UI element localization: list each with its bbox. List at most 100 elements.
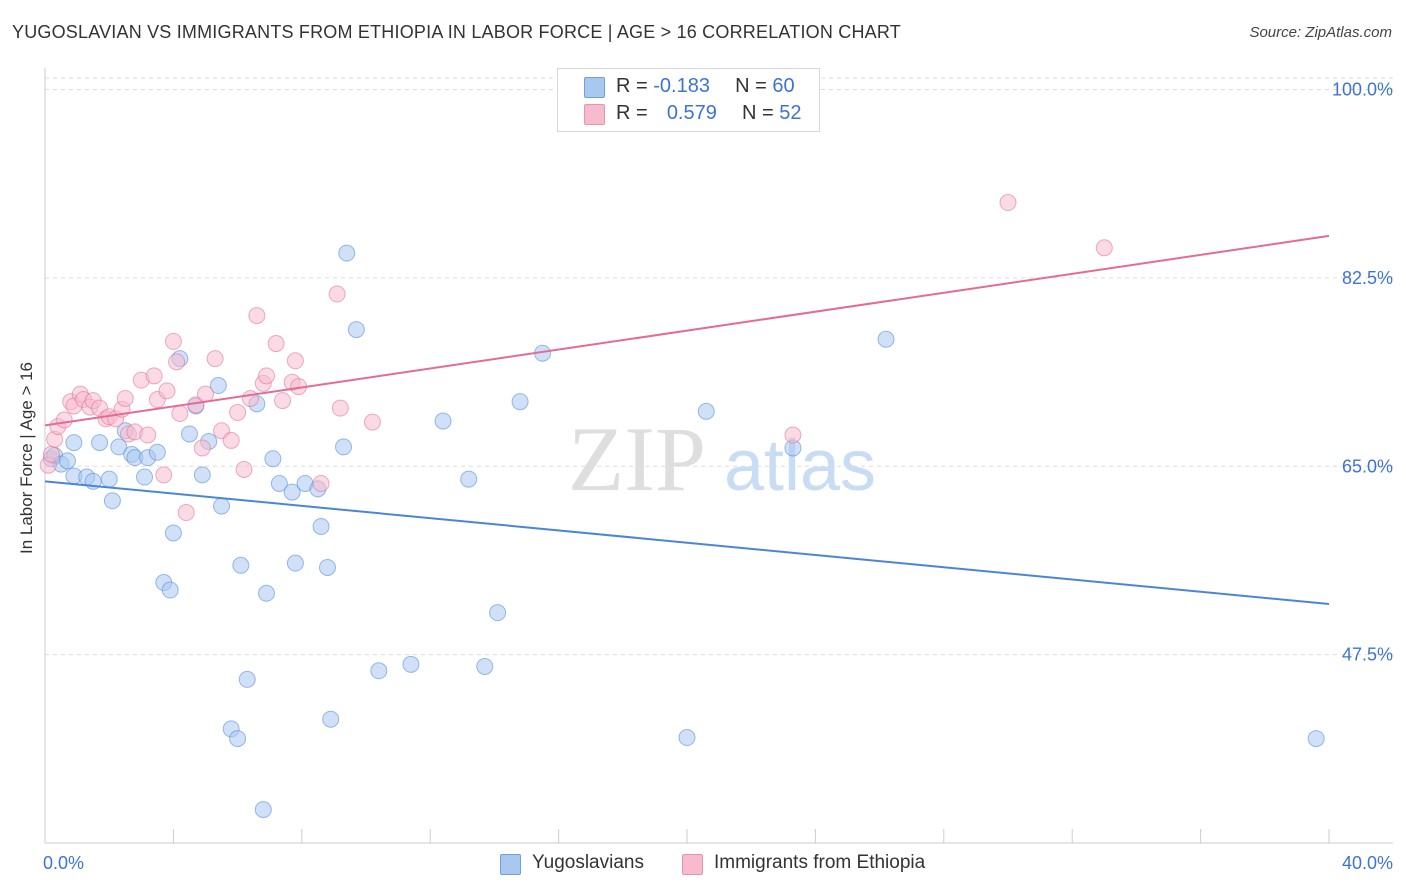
point-ethiopia [197, 385, 214, 403]
point-yugoslavian [678, 729, 696, 747]
point-ethiopia [139, 426, 157, 444]
point-ethiopia [1095, 239, 1113, 257]
point-yugoslavian [100, 470, 118, 488]
point-ethiopia [248, 307, 266, 325]
watermark: ZIP atlas [568, 408, 876, 510]
point-yugoslavian [164, 524, 182, 542]
legend-r-value: 0.579 [666, 102, 717, 124]
point-ethiopia [229, 403, 247, 421]
legend-r-label: R = [616, 102, 648, 124]
stats-legend: R = -0.183 N = 60 R = 0.579 N = 52 [557, 68, 820, 132]
tick-label-layer: 47.5% 65.0% 82.5% 100.0% 0.0% 40.0% [43, 80, 1393, 873]
point-yugoslavian [312, 518, 330, 536]
point-yugoslavian [254, 801, 272, 819]
point-ethiopia [193, 439, 211, 457]
point-ethiopia [784, 426, 802, 444]
point-yugoslavian [209, 377, 227, 395]
chart-title: YUGOSLAVIAN VS IMMIGRANTS FROM ETHIOPIA … [12, 22, 901, 42]
point-yugoslavian [434, 412, 452, 430]
x-tick-label-max: 40.0% [1342, 853, 1393, 873]
point-yugoslavian [877, 330, 895, 348]
point-ethiopia [331, 399, 349, 417]
point-yugoslavian [489, 604, 507, 622]
point-yugoslavian [402, 655, 420, 673]
point-yugoslavian [257, 584, 275, 602]
x-tick-label-min: 0.0% [43, 853, 84, 873]
point-yugoslavian [58, 452, 76, 470]
point-yugoslavian [318, 558, 336, 576]
point-yugoslavian [511, 393, 529, 411]
point-ethiopia [206, 350, 224, 368]
point-ethiopia [235, 460, 253, 478]
legend-n-value: 60 [772, 75, 795, 97]
point-ethiopia [241, 389, 259, 407]
point-ethiopia [171, 405, 189, 423]
point-yugoslavian [460, 470, 478, 488]
point-yugoslavian [283, 483, 301, 501]
y-tick-label: 65.0% [1342, 456, 1393, 476]
trend-line-yugoslavians [44, 480, 1330, 606]
point-yugoslavian [270, 474, 288, 492]
legend-r-label: R = [616, 75, 648, 97]
point-ethiopia [164, 332, 182, 350]
point-yugoslavian [1307, 730, 1325, 748]
y-tick-label: 100.0% [1332, 80, 1393, 100]
point-ethiopia [158, 382, 176, 400]
point-yugoslavian [264, 450, 282, 468]
legend-swatch-pink [584, 104, 605, 125]
point-yugoslavian [338, 244, 356, 262]
point-yugoslavian [193, 466, 211, 484]
y-tick-label: 47.5% [1342, 645, 1393, 665]
point-yugoslavian [213, 497, 231, 515]
bottom-legend-label: Yugoslavians [532, 852, 644, 873]
point-ethiopia [312, 474, 330, 492]
point-yugoslavian [347, 321, 365, 339]
trend-line-ethiopia [44, 234, 1330, 427]
point-ethiopia [328, 285, 346, 303]
point-yugoslavian [370, 662, 388, 680]
legend-swatch-blue [584, 77, 605, 98]
point-ethiopia [116, 389, 134, 407]
point-yugoslavian [136, 468, 154, 486]
point-yugoslavian [103, 492, 121, 510]
point-ethiopia [42, 445, 60, 463]
point-ethiopia [274, 392, 292, 410]
point-yugoslavian [476, 657, 494, 675]
point-yugoslavian [229, 730, 247, 748]
legend-n-label: N = [735, 75, 767, 97]
point-ethiopia [999, 194, 1017, 212]
bottom-legend-swatch-blue [500, 854, 521, 875]
axis-layer [44, 68, 1393, 844]
point-ethiopia [286, 352, 304, 370]
point-yugoslavian [161, 581, 179, 599]
point-ethiopia [363, 413, 381, 431]
legend-n-label: N = [742, 102, 774, 124]
point-ethiopia [155, 466, 173, 484]
legend-n-value: 52 [779, 102, 802, 124]
point-yugoslavian [286, 554, 304, 572]
point-yugoslavian [322, 710, 340, 728]
point-ethiopia [168, 353, 186, 371]
point-yugoslavian [110, 438, 128, 456]
legend-r-value: -0.183 [653, 75, 710, 97]
point-ethiopia [177, 504, 195, 522]
point-yugoslavian [232, 556, 250, 574]
watermark-zip: ZIP [568, 408, 706, 510]
bottom-legend-label: Immigrants from Ethiopia [714, 852, 926, 873]
y-tick-label: 82.5% [1342, 268, 1393, 288]
point-yugoslavian [180, 425, 198, 443]
points-layer [39, 194, 1325, 819]
point-yugoslavian [238, 670, 256, 688]
point-ethiopia [257, 367, 275, 385]
point-yugoslavian [91, 434, 109, 452]
point-ethiopia [55, 411, 73, 429]
point-ethiopia [267, 335, 285, 353]
point-yugoslavian [335, 438, 353, 456]
point-yugoslavian [697, 402, 715, 420]
source-credit: Source: ZipAtlas.com [1249, 24, 1392, 41]
point-ethiopia [145, 367, 163, 385]
point-yugoslavian [65, 434, 83, 452]
point-ethiopia [222, 431, 240, 449]
point-yugoslavian [148, 443, 166, 461]
